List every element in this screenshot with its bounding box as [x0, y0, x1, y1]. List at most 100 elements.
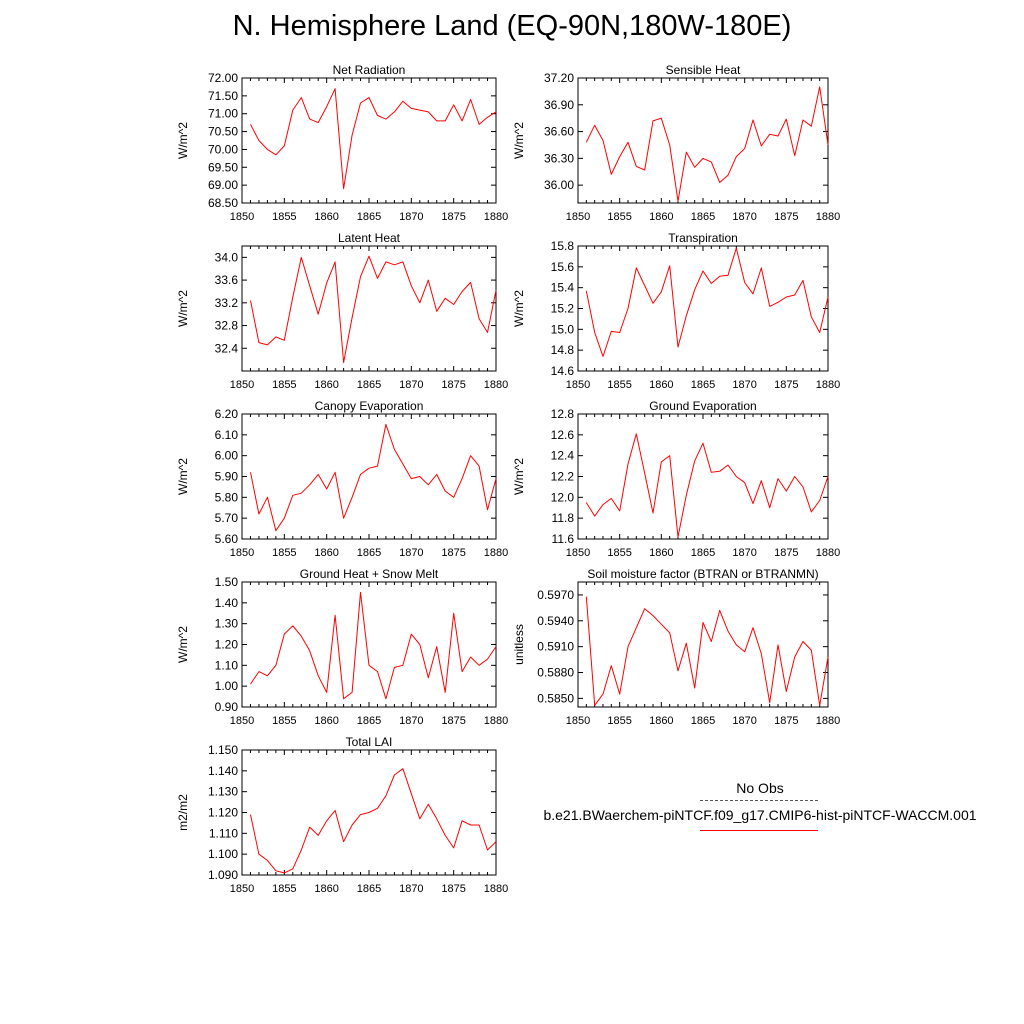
y-tick-label: 12.6 — [551, 428, 575, 442]
x-tick-label: 1880 — [484, 211, 508, 223]
series-line — [250, 591, 497, 700]
y-tick-label: 15.0 — [551, 322, 575, 336]
x-tick-label: 1880 — [816, 211, 840, 223]
y-tick-label: 1.130 — [208, 785, 238, 799]
x-tick-label: 1875 — [774, 211, 798, 223]
x-tick-label: 1855 — [272, 547, 296, 559]
x-tick-label: 1855 — [607, 211, 631, 223]
y-tick-label: 0.90 — [215, 700, 239, 714]
x-tick-label: 1865 — [357, 883, 381, 895]
x-tick-label: 1860 — [314, 547, 338, 559]
x-tick-label: 1875 — [441, 211, 465, 223]
panel-title: Latent Heat — [338, 231, 401, 245]
y-tick-label: 0.5940 — [537, 614, 574, 628]
panel-title: Soil moisture factor (BTRAN or BTRANMN) — [587, 567, 818, 581]
y-tick-label: 1.150 — [208, 743, 238, 757]
y-axis-label: W/m^2 — [176, 122, 190, 159]
x-tick-label: 1860 — [314, 379, 338, 391]
x-tick-label: 1870 — [732, 379, 756, 391]
y-tick-label: 6.10 — [215, 428, 239, 442]
legend-case-line — [700, 830, 818, 831]
y-tick-label: 15.2 — [551, 302, 575, 316]
x-tick-label: 1875 — [441, 379, 465, 391]
x-tick-label: 1865 — [691, 379, 715, 391]
x-tick-label: 1870 — [399, 883, 423, 895]
legend-case-label: b.e21.BWaerchem-piNTCF.f09_g17.CMIP6-his… — [543, 807, 977, 823]
x-tick-label: 1855 — [272, 211, 296, 223]
x-tick-label: 1875 — [774, 379, 798, 391]
x-tick-label: 1880 — [484, 547, 508, 559]
y-tick-label: 70.00 — [208, 142, 238, 156]
y-tick-label: 36.30 — [544, 151, 574, 165]
plot-frame — [241, 245, 497, 372]
y-axis-label: W/m^2 — [176, 458, 190, 495]
series-line — [585, 247, 829, 357]
figure-title: N. Hemisphere Land (EQ-90N,180W-180E) — [232, 10, 792, 42]
x-tick-label: 1865 — [357, 715, 381, 727]
chart-panel: Ground Evaporation W/m^2 1850 1855 1860 1865 1… — [512, 399, 840, 559]
x-tick-label: 1870 — [399, 379, 423, 391]
y-tick-label: 0.5910 — [537, 640, 574, 654]
panel-title: Net Radiation — [333, 63, 406, 77]
y-tick-label: 5.60 — [215, 532, 239, 546]
plot-frame — [241, 413, 497, 540]
y-tick-label: 1.120 — [208, 806, 238, 820]
x-tick-label: 1880 — [816, 715, 840, 727]
y-tick-label: 33.6 — [215, 273, 239, 287]
y-axis-label: unitless — [512, 624, 526, 665]
x-tick-label: 1880 — [484, 715, 508, 727]
x-tick-label: 1865 — [691, 211, 715, 223]
series-line — [250, 88, 497, 190]
legend: No Obs b.e21.BWaerchem-piNTCF.f09_g17.CM… — [530, 778, 990, 838]
x-tick-label: 1860 — [314, 883, 338, 895]
x-tick-label: 1870 — [732, 715, 756, 727]
y-tick-label: 1.100 — [208, 847, 238, 861]
y-tick-label: 32.4 — [215, 341, 239, 355]
x-tick-label: 1880 — [816, 379, 840, 391]
panel-title: Canopy Evaporation — [315, 399, 424, 413]
y-tick-label: 1.110 — [209, 826, 238, 840]
x-tick-label: 1850 — [566, 547, 590, 559]
x-tick-label: 1860 — [314, 211, 338, 223]
x-tick-label: 1850 — [230, 379, 254, 391]
x-tick-label: 1850 — [230, 883, 254, 895]
y-tick-label: 14.8 — [551, 343, 575, 357]
y-axis-label: W/m^2 — [512, 458, 526, 495]
y-tick-label: 1.20 — [215, 638, 239, 652]
y-tick-label: 11.6 — [552, 532, 575, 546]
y-tick-label: 71.00 — [208, 107, 238, 121]
y-tick-label: 1.50 — [215, 575, 239, 589]
y-tick-label: 0.5880 — [537, 666, 574, 680]
y-tick-label: 12.4 — [551, 449, 575, 463]
panel-title: Total LAI — [346, 735, 393, 749]
y-tick-label: 15.8 — [551, 239, 575, 253]
chart-panel: Canopy Evaporation W/m^2 1850 1855 1860 1865 1… — [176, 399, 508, 559]
y-tick-label: 68.50 — [208, 196, 238, 210]
y-tick-label: 0.5970 — [537, 588, 574, 602]
x-tick-label: 1850 — [566, 379, 590, 391]
y-tick-label: 1.30 — [215, 617, 239, 631]
y-tick-label: 36.00 — [544, 178, 574, 192]
y-tick-label: 34.0 — [215, 250, 239, 264]
x-tick-label: 1875 — [441, 883, 465, 895]
series-line — [250, 255, 497, 363]
y-tick-label: 70.50 — [208, 125, 238, 139]
x-tick-label: 1880 — [484, 883, 508, 895]
plot-frame — [577, 245, 829, 372]
y-tick-label: 69.50 — [208, 160, 238, 174]
y-axis-label: W/m^2 — [512, 122, 526, 159]
y-tick-label: 69.00 — [208, 178, 238, 192]
y-tick-label: 33.2 — [215, 296, 239, 310]
x-tick-label: 1870 — [732, 211, 756, 223]
x-tick-label: 1870 — [399, 547, 423, 559]
plot-frame — [577, 77, 829, 204]
x-tick-label: 1870 — [399, 715, 423, 727]
legend-obs-line — [700, 800, 818, 801]
y-tick-label: 1.090 — [208, 868, 238, 882]
chart-panel: Latent Heat W/m^2 1850 1855 1860 1865 1870 1875… — [176, 231, 508, 391]
x-tick-label: 1860 — [314, 715, 338, 727]
series-line — [585, 86, 829, 202]
x-tick-label: 1850 — [230, 547, 254, 559]
x-tick-label: 1870 — [399, 211, 423, 223]
x-tick-label: 1880 — [816, 547, 840, 559]
